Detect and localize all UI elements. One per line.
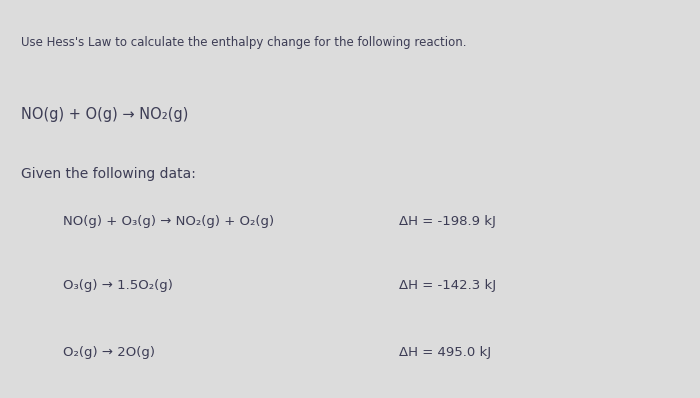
Text: ΔH = 495.0 kJ: ΔH = 495.0 kJ xyxy=(399,346,491,359)
Text: O₂(g) → 2O(g): O₂(g) → 2O(g) xyxy=(63,346,155,359)
Text: ΔH = -198.9 kJ: ΔH = -198.9 kJ xyxy=(399,215,496,228)
Text: Given the following data:: Given the following data: xyxy=(21,167,196,181)
Text: Use Hess's Law to calculate the enthalpy change for the following reaction.: Use Hess's Law to calculate the enthalpy… xyxy=(21,36,466,49)
Text: O₃(g) → 1.5O₂(g): O₃(g) → 1.5O₂(g) xyxy=(63,279,173,292)
Text: NO(g) + O(g) → NO₂(g): NO(g) + O(g) → NO₂(g) xyxy=(21,107,188,123)
Text: NO(g) + O₃(g) → NO₂(g) + O₂(g): NO(g) + O₃(g) → NO₂(g) + O₂(g) xyxy=(63,215,274,228)
Text: ΔH = -142.3 kJ: ΔH = -142.3 kJ xyxy=(399,279,496,292)
